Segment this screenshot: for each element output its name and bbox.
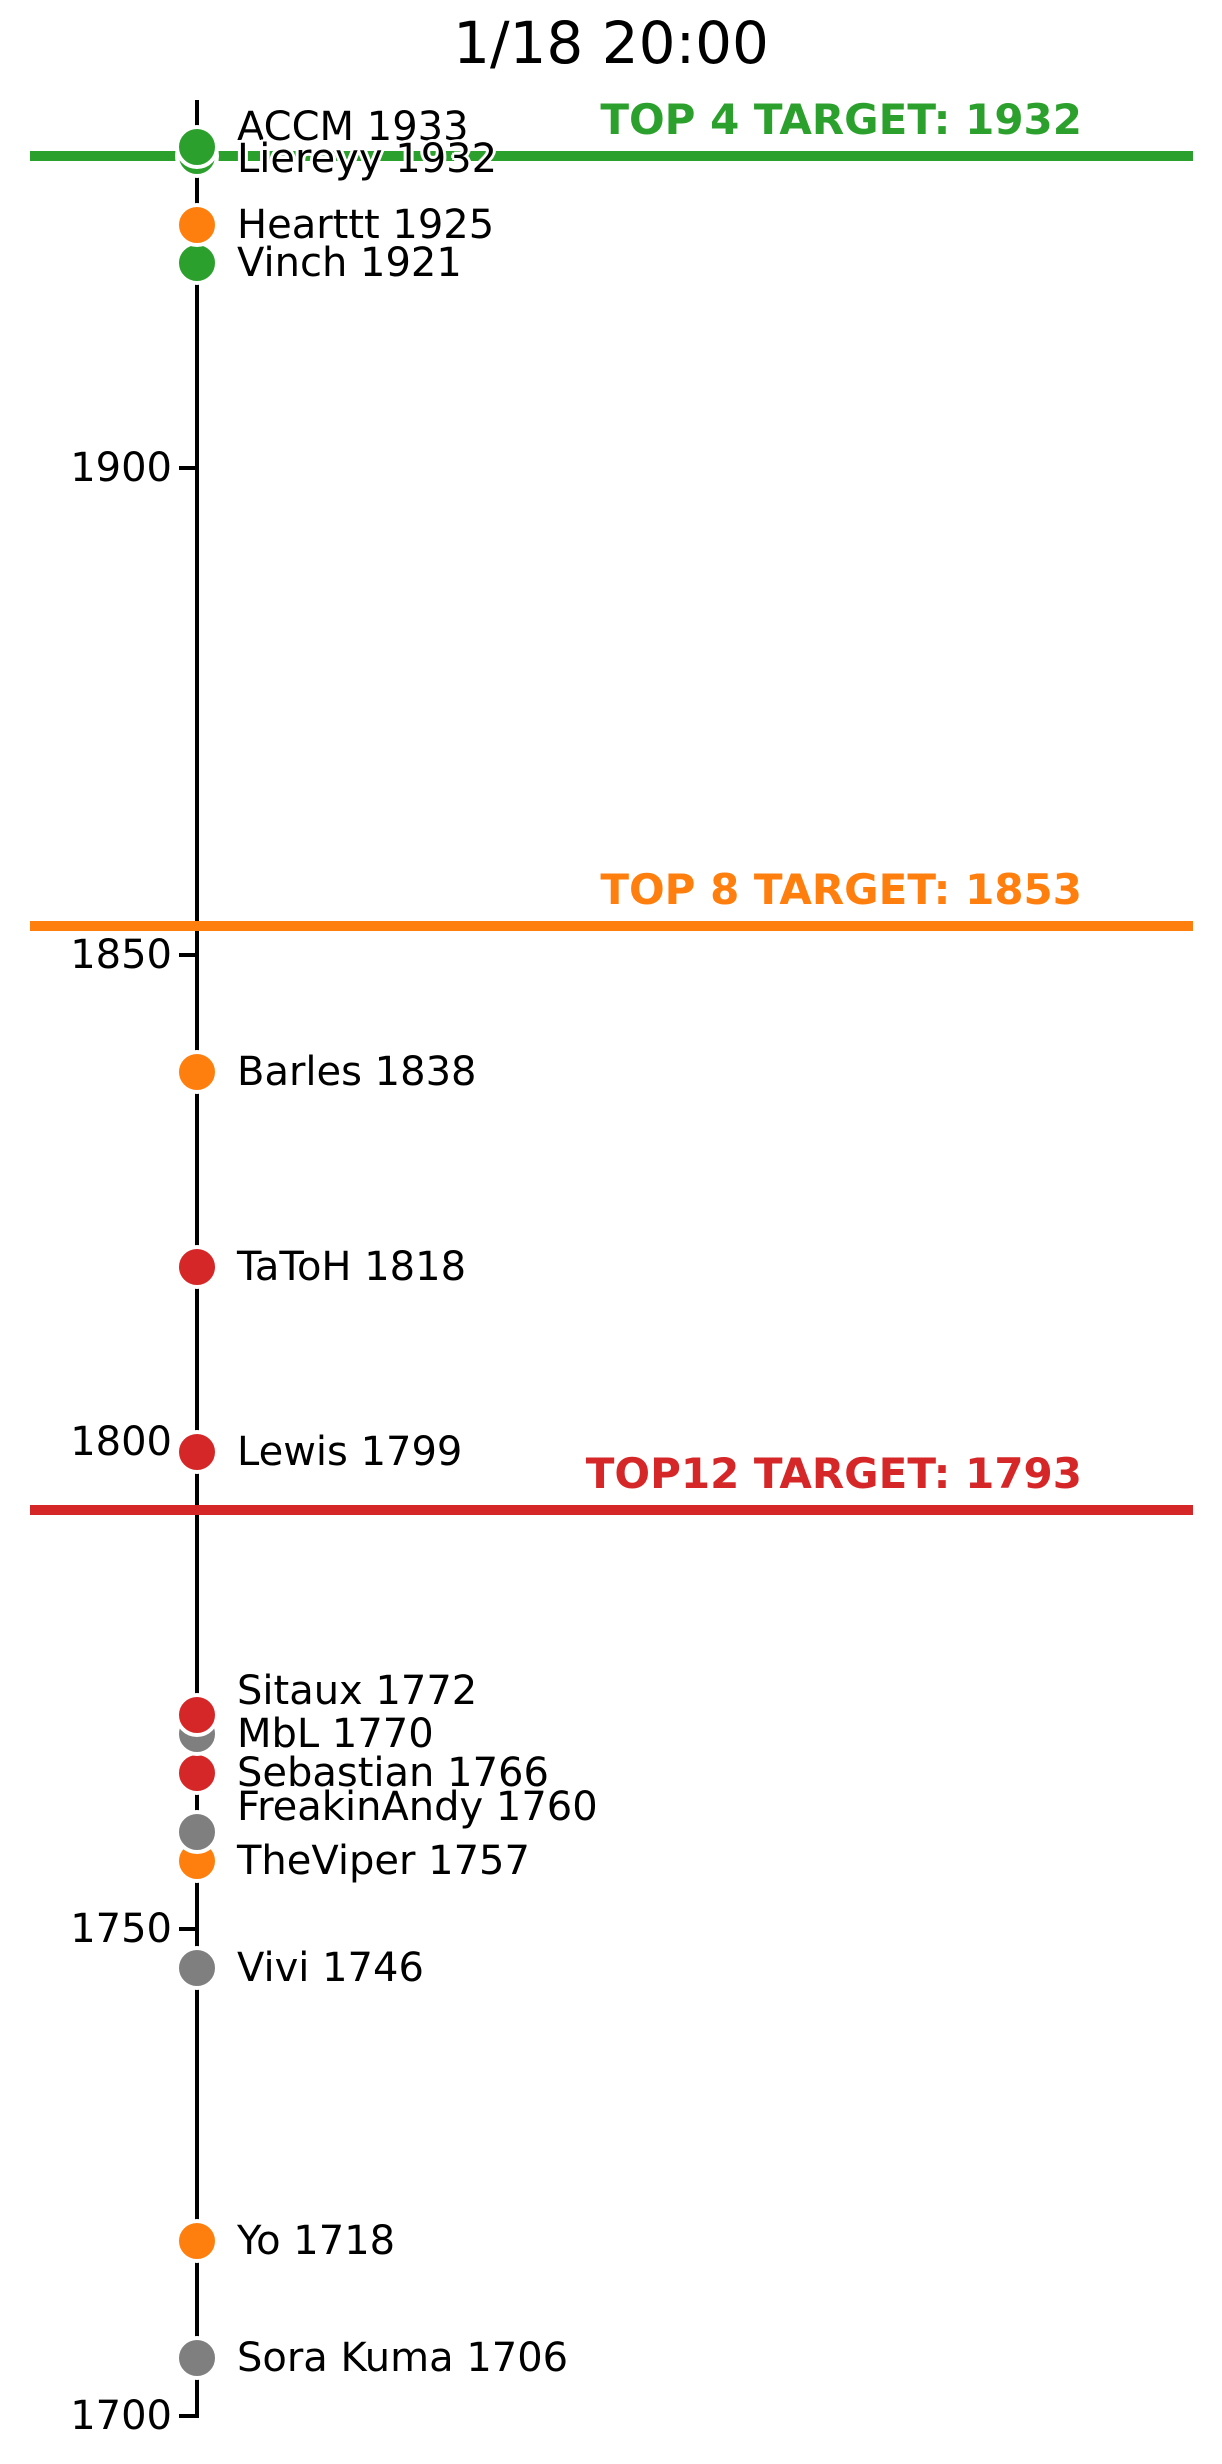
target-label-red: TOP12 TARGET: 1793 xyxy=(585,1449,1082,1499)
y-axis-tick xyxy=(179,953,197,957)
player-label-barles: Barles 1838 xyxy=(237,1048,477,1095)
player-label-accm: ACCM 1933 xyxy=(237,103,469,150)
player-label-freakinandy: FreakinAndy 1760 xyxy=(237,1783,598,1830)
player-label-tatoh: TaToH 1818 xyxy=(237,1243,467,1290)
player-dot-vinch xyxy=(175,241,219,286)
player-label-lewis: Lewis 1799 xyxy=(237,1428,463,1475)
player-label-yo: Yo 1718 xyxy=(237,2217,396,2264)
player-label-sitaux: Sitaux 1772 xyxy=(237,1667,478,1714)
player-dot-sitaux xyxy=(175,1692,219,1737)
y-axis-tick-label: 1850 xyxy=(70,932,172,978)
player-label-liereyy: Liereyy 1932 xyxy=(237,136,498,183)
player-dot-vivi xyxy=(175,1945,219,1990)
target-line-orange xyxy=(30,920,1193,931)
player-label-sora-kuma: Sora Kuma 1706 xyxy=(237,2334,569,2381)
player-dot-freakinandy xyxy=(175,1809,219,1854)
target-label-green: TOP 4 TARGET: 1932 xyxy=(600,95,1082,145)
player-label-hearttt: Hearttt 1925 xyxy=(237,201,495,248)
player-label-vinch: Vinch 1921 xyxy=(237,240,462,287)
player-dot-yo xyxy=(175,2218,219,2263)
y-axis-tick-label: 1700 xyxy=(70,2393,172,2439)
y-axis-tick xyxy=(179,2414,197,2418)
y-axis-tick-label: 1800 xyxy=(70,1419,172,1465)
player-dot-tatoh xyxy=(175,1244,219,1289)
y-axis-tick-label: 1900 xyxy=(70,445,172,491)
player-dot-barles xyxy=(175,1049,219,1094)
player-dot-sora-kuma xyxy=(175,2335,219,2380)
player-label-theviper: TheViper 1757 xyxy=(237,1837,530,1884)
y-axis-tick-label: 1750 xyxy=(70,1906,172,1952)
target-line-red xyxy=(30,1505,1193,1516)
player-dot-hearttt xyxy=(175,202,219,247)
y-axis-tick xyxy=(179,1927,197,1931)
chart-title: 1/18 20:00 xyxy=(453,9,769,77)
player-dot-sebastian xyxy=(175,1751,219,1796)
player-dot-accm xyxy=(175,124,219,169)
player-label-vivi: Vivi 1746 xyxy=(237,1944,424,1991)
player-dot-lewis xyxy=(175,1429,219,1474)
target-line-green xyxy=(30,151,1193,162)
target-label-orange: TOP 8 TARGET: 1853 xyxy=(600,864,1082,914)
player-label-mbl: MbL 1770 xyxy=(237,1711,434,1758)
y-axis-tick xyxy=(179,466,197,470)
player-label-sebastian: Sebastian 1766 xyxy=(237,1750,549,1797)
